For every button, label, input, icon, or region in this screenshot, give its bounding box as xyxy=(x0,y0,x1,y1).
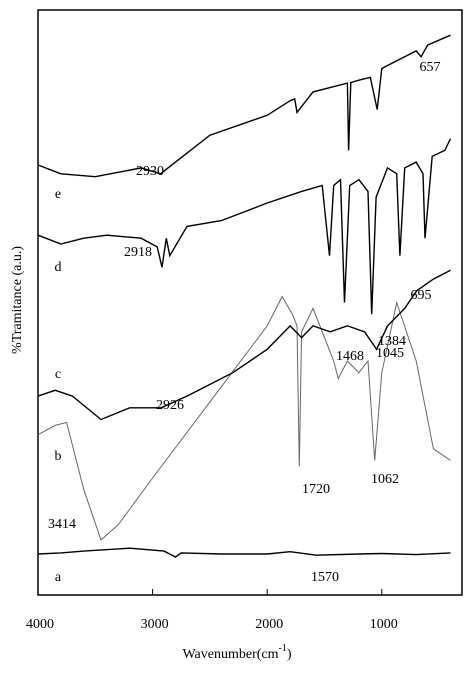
peak-label: 2918 xyxy=(124,245,152,260)
x-label-sup: -1 xyxy=(279,643,287,654)
y-axis-label: %Tramitance (a.u.) xyxy=(10,246,25,354)
peak-label: 1468 xyxy=(336,349,364,364)
peak-label: 1720 xyxy=(302,482,330,497)
x-tick-label: 3000 xyxy=(141,617,169,632)
spectrum-line xyxy=(37,34,451,178)
series-label: d xyxy=(55,260,62,275)
peak-label: 1570 xyxy=(311,570,339,585)
spectrum-line xyxy=(37,295,451,541)
x-axis-label: Wavenumber(cm-1) xyxy=(182,643,291,662)
peak-label: 1045 xyxy=(376,346,404,361)
peak-label: 1062 xyxy=(371,472,399,487)
x-tick-label: 1000 xyxy=(370,617,398,632)
peak-label: 695 xyxy=(411,288,432,303)
spectrum-line xyxy=(37,547,451,558)
spectrum-line xyxy=(37,269,451,421)
series-label: a xyxy=(55,570,62,585)
series-label: b xyxy=(55,449,62,464)
peak-label: 2930 xyxy=(136,164,164,179)
series-label: c xyxy=(55,367,61,382)
spectrum-line xyxy=(37,138,452,315)
x-label-main: Wavenumber(cm xyxy=(182,647,278,662)
x-tick-label: 2000 xyxy=(255,617,283,632)
plot-frame xyxy=(37,9,463,596)
peak-label: 1384 xyxy=(378,334,406,349)
x-tick-label: 4000 xyxy=(26,617,54,632)
peak-label: 3414 xyxy=(48,517,76,532)
peak-label: 2926 xyxy=(156,398,184,413)
peak-label: 657 xyxy=(420,60,441,75)
series-label: e xyxy=(55,187,61,202)
x-label-end: ) xyxy=(287,647,292,662)
